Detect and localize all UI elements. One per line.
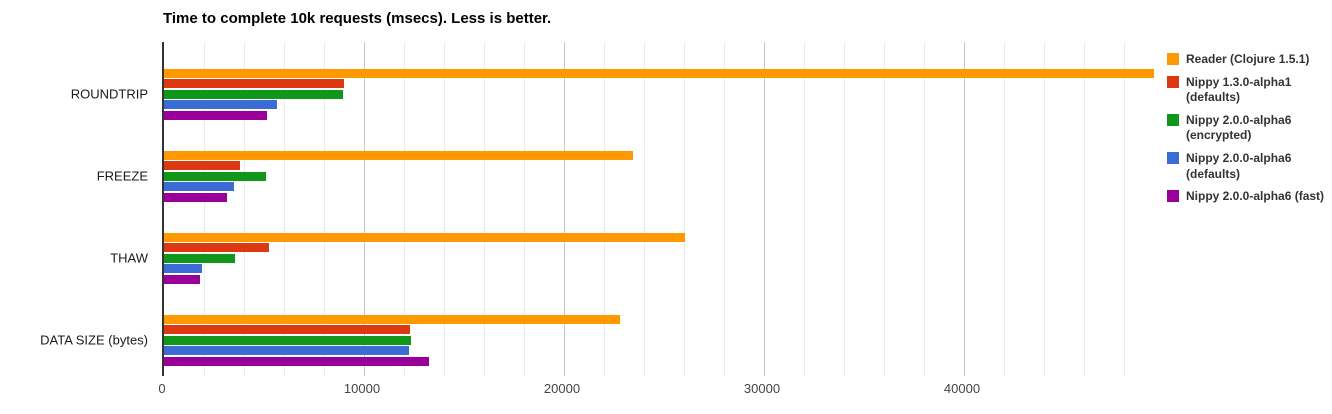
bar-thaw-reader-clojure-1-5-1[interactable] [164, 233, 685, 242]
x-tick-label-10000: 10000 [343, 381, 381, 396]
axis-tick [1004, 372, 1005, 376]
minor-gridline [924, 42, 925, 372]
legend-swatch-icon [1167, 53, 1179, 65]
axis-tick [1124, 372, 1125, 376]
bar-roundtrip-nippy-2-0-0-alpha6-fast[interactable] [164, 110, 267, 120]
minor-gridline [644, 42, 645, 372]
category-label-roundtrip: ROUNDTRIP [70, 86, 148, 102]
bar-roundtrip-nippy-1-3-0-alpha1-defaults[interactable] [164, 79, 344, 89]
bar-data-size-bytes-nippy-2-0-0-alpha6-fast[interactable] [164, 356, 429, 366]
axis-tick [324, 372, 325, 376]
minor-gridline [1044, 42, 1045, 372]
axis-tick [404, 372, 405, 376]
axis-tick [1044, 372, 1045, 376]
minor-gridline [404, 42, 405, 372]
minor-gridline [524, 42, 525, 372]
minor-gridline [884, 42, 885, 372]
legend-label: Reader (Clojure 1.5.1) [1186, 52, 1310, 66]
x-tick-label-0: 0 [158, 381, 166, 396]
axis-tick [564, 372, 565, 376]
legend-label: Nippy 1.3.0-alpha1 (defaults) [1186, 74, 1292, 105]
category-label-thaw: THAW [110, 250, 148, 266]
major-gridline [364, 42, 365, 372]
bar-freeze-reader-clojure-1-5-1[interactable] [164, 151, 633, 160]
axis-tick [924, 372, 925, 376]
minor-gridline [284, 42, 285, 372]
bar-freeze-nippy-1-3-0-alpha1-defaults[interactable] [164, 161, 240, 171]
axis-tick [884, 372, 885, 376]
minor-gridline [684, 42, 685, 372]
axis-tick [684, 372, 685, 376]
legend-label: Nippy 2.0.0-alpha6 (encrypted) [1186, 112, 1292, 143]
legend-label: Nippy 2.0.0-alpha6 (fast) [1186, 189, 1325, 204]
axis-tick [204, 372, 205, 376]
axis-tick [484, 372, 485, 376]
minor-gridline [724, 42, 725, 372]
axis-tick [804, 372, 805, 376]
x-tick-label-30000: 30000 [743, 381, 781, 396]
bar-roundtrip-nippy-2-0-0-alpha6-defaults[interactable] [164, 100, 277, 110]
bar-freeze-nippy-2-0-0-alpha6-encrypted[interactable] [164, 171, 266, 181]
bar-freeze-nippy-2-0-0-alpha6-defaults[interactable] [164, 182, 234, 192]
x-tick-label-20000: 20000 [543, 381, 581, 396]
minor-gridline [1084, 42, 1085, 372]
axis-tick [724, 372, 725, 376]
axis-tick [644, 372, 645, 376]
legend-item-nippy-1-3-0-alpha1-defaults: Nippy 1.3.0-alpha1 (defaults) [1167, 75, 1327, 106]
minor-gridline [804, 42, 805, 372]
bar-thaw-nippy-2-0-0-alpha6-defaults[interactable] [164, 264, 202, 274]
axis-tick [1084, 372, 1085, 376]
legend: Reader (Clojure 1.5.1) Nippy 1.3.0-alpha1… [1167, 52, 1327, 205]
minor-gridline [1004, 42, 1005, 372]
chart-title: Time to complete 10k requests (msecs). L… [163, 10, 552, 27]
axis-tick [764, 372, 765, 376]
legend-swatch-icon [1167, 151, 1179, 164]
legend-item-reader-clojure-1-5-1: Reader (Clojure 1.5.1) [1167, 52, 1327, 68]
bar-data-size-bytes-nippy-2-0-0-alpha6-defaults[interactable] [164, 346, 409, 356]
bar-data-size-bytes-nippy-2-0-0-alpha6-encrypted[interactable] [164, 335, 411, 345]
legend-item-nippy-2-0-0-alpha6-defaults: Nippy 2.0.0-alpha6 (defaults) [1167, 151, 1327, 182]
axis-tick [444, 372, 445, 376]
axis-tick [604, 372, 605, 376]
axis-tick [364, 372, 365, 376]
bar-data-size-bytes-nippy-1-3-0-alpha1-defaults[interactable] [164, 325, 410, 335]
bar-roundtrip-reader-clojure-1-5-1[interactable] [164, 69, 1154, 78]
legend-swatch-icon [1167, 190, 1179, 203]
axis-tick-zero [162, 372, 164, 376]
legend-swatch-icon [1167, 113, 1179, 126]
bar-thaw-nippy-2-0-0-alpha6-encrypted[interactable] [164, 253, 235, 263]
category-label-data-size-bytes: DATA SIZE (bytes) [40, 332, 148, 348]
plot-area [162, 42, 1164, 376]
axis-tick [964, 372, 965, 376]
legend-swatch-icon [1167, 75, 1179, 88]
legend-label: Nippy 2.0.0-alpha6 (defaults) [1186, 150, 1292, 181]
category-label-freeze: FREEZE [96, 168, 148, 184]
major-gridline [964, 42, 965, 372]
minor-gridline [1124, 42, 1125, 372]
bar-thaw-nippy-1-3-0-alpha1-defaults[interactable] [164, 243, 269, 253]
bar-data-size-bytes-reader-clojure-1-5-1[interactable] [164, 315, 620, 324]
minor-gridline [324, 42, 325, 372]
minor-gridline [604, 42, 605, 372]
major-gridline [764, 42, 765, 372]
legend-item-nippy-2-0-0-alpha6-fast: Nippy 2.0.0-alpha6 (fast) [1167, 189, 1327, 205]
minor-gridline [244, 42, 245, 372]
axis-tick [844, 372, 845, 376]
x-tick-label-40000: 40000 [943, 381, 981, 396]
major-gridline [564, 42, 565, 372]
minor-gridline [444, 42, 445, 372]
axis-tick [524, 372, 525, 376]
minor-gridline [484, 42, 485, 372]
legend-item-nippy-2-0-0-alpha6-encrypted: Nippy 2.0.0-alpha6 (encrypted) [1167, 113, 1327, 144]
minor-gridline [204, 42, 205, 372]
axis-tick [284, 372, 285, 376]
axis-tick [244, 372, 245, 376]
bar-roundtrip-nippy-2-0-0-alpha6-encrypted[interactable] [164, 89, 343, 99]
minor-gridline [844, 42, 845, 372]
bar-thaw-nippy-2-0-0-alpha6-fast[interactable] [164, 274, 200, 284]
bar-freeze-nippy-2-0-0-alpha6-fast[interactable] [164, 192, 227, 202]
